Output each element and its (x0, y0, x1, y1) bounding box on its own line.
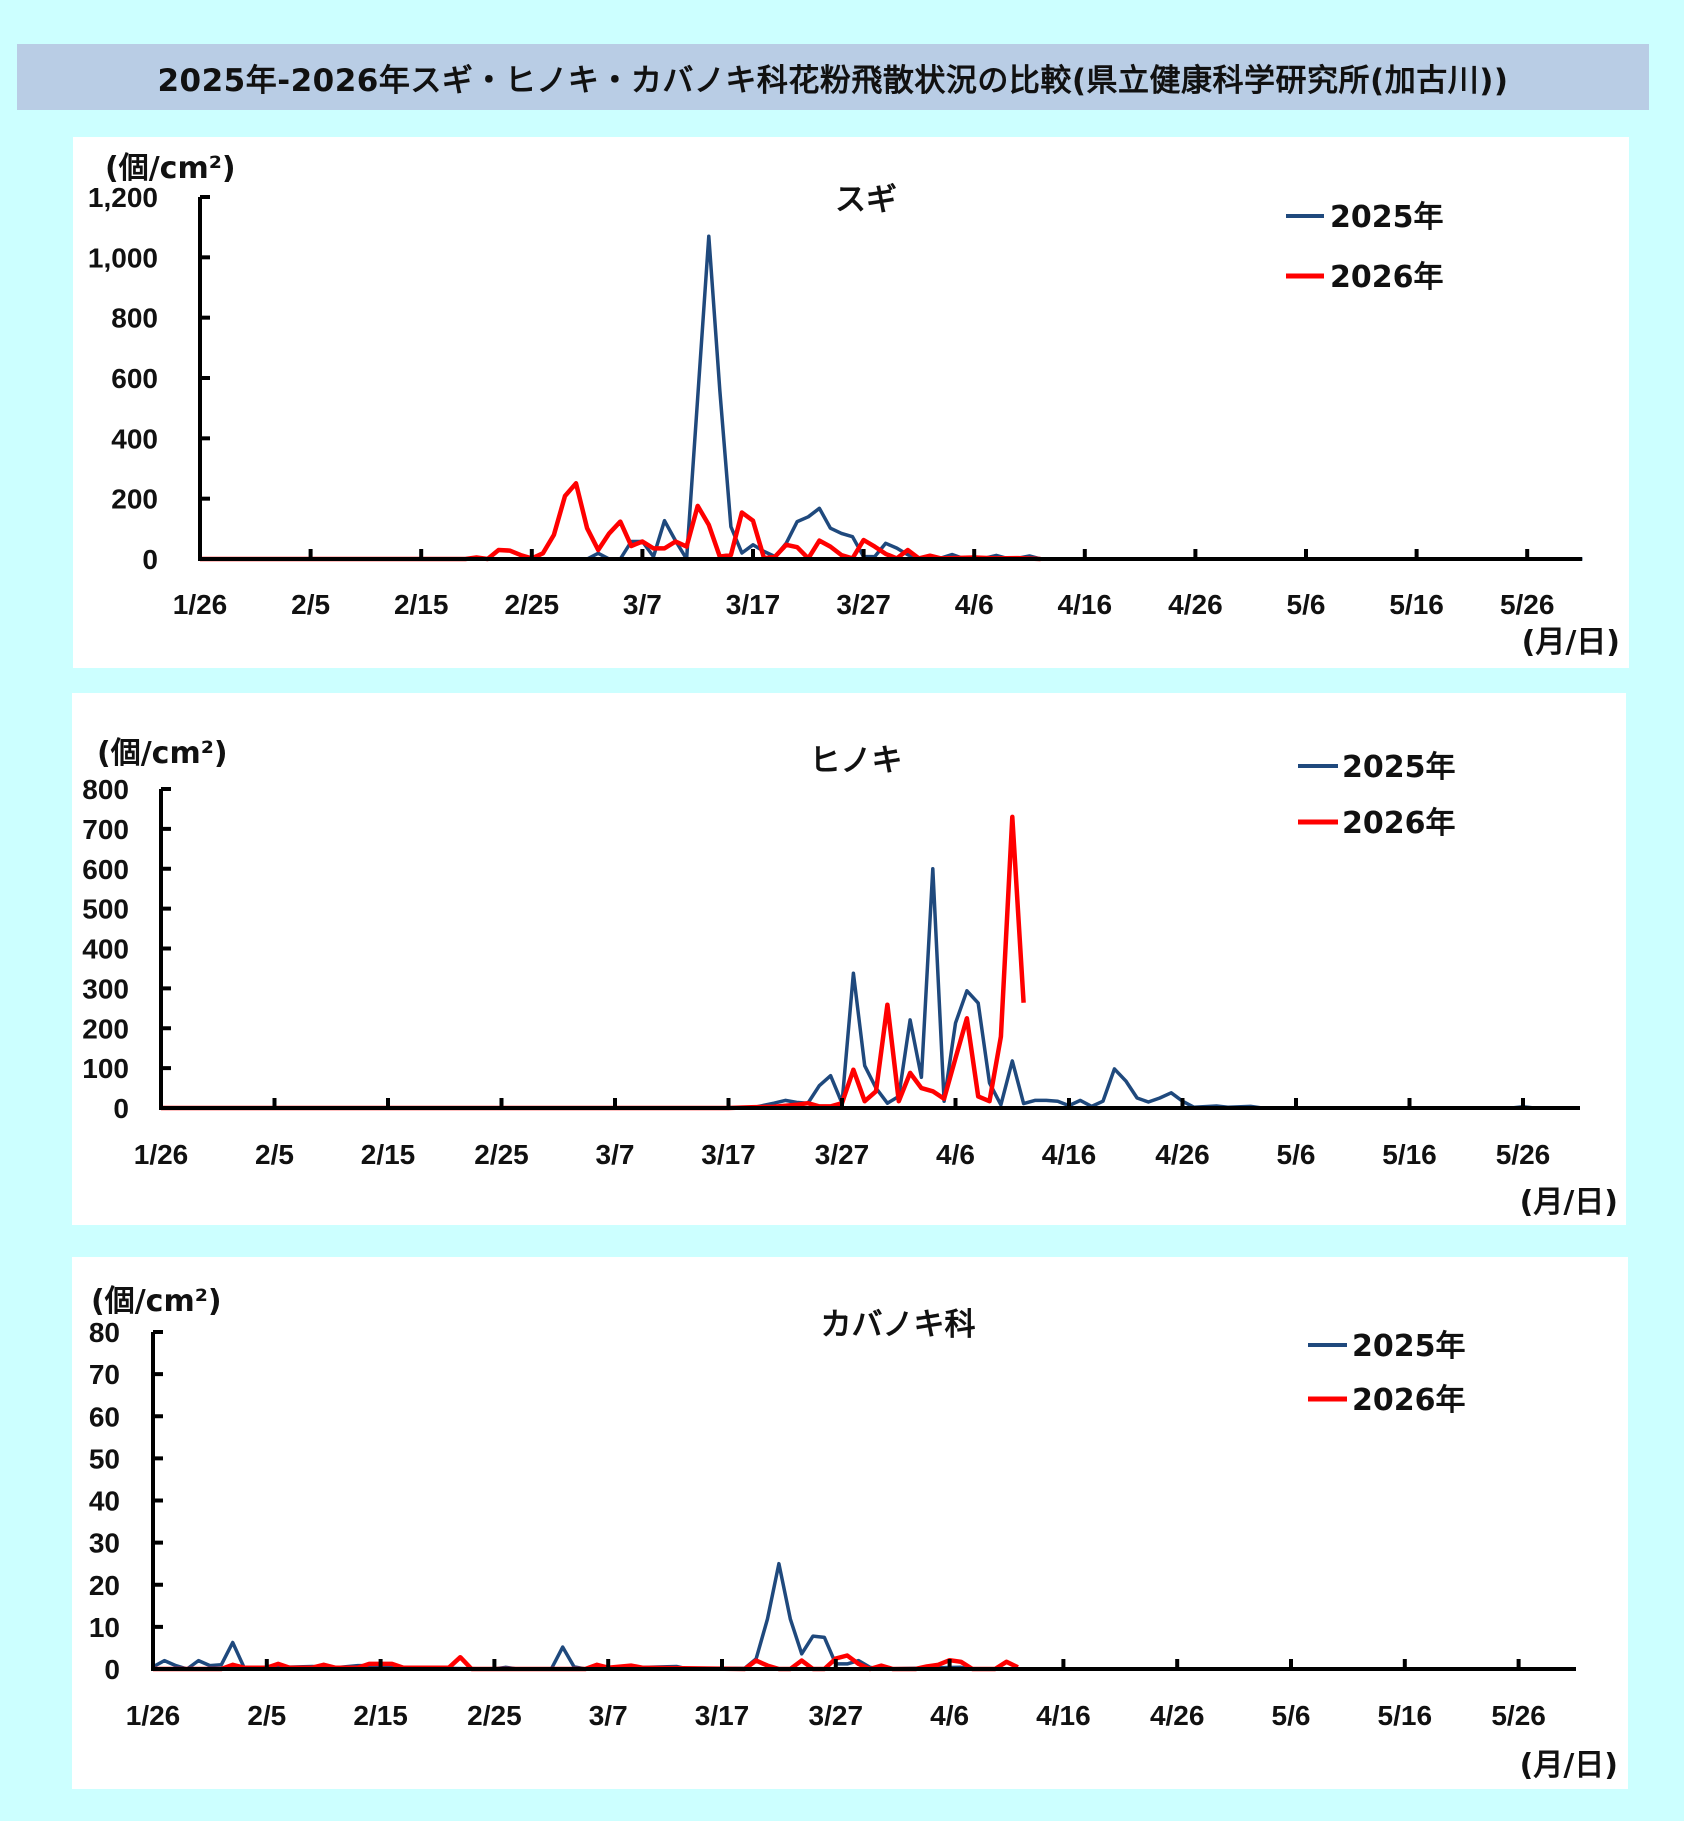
chart-title: カバノキ科 (821, 1307, 976, 1343)
page-title-bar: 2025年-2026年スギ・ヒノキ・カバノキ科花粉飛散状況の比較(県立健康科学研… (17, 44, 1649, 110)
series-line-2026年 (161, 814, 1026, 1111)
y-tick-label: 100 (82, 1053, 129, 1084)
y-tick-label: 200 (82, 1013, 129, 1044)
legend-label: 2026年 (1330, 260, 1444, 295)
y-tick-label: 200 (111, 484, 158, 515)
x-tick-label: 3/7 (589, 1700, 628, 1731)
y-tick-label: 30 (89, 1528, 120, 1559)
x-tick-label: 2/15 (353, 1700, 408, 1731)
chart-1: 0 200 400 600 800 1,000 1,200 1/26 2/5 2/15 2/25 3/… (73, 137, 1629, 668)
x-tick-label: 2/15 (394, 589, 449, 620)
x-tick-label: 1/26 (126, 1700, 181, 1731)
chart-title: スギ (835, 182, 897, 218)
y-tick-label: 70 (89, 1359, 120, 1390)
chart-panel (72, 693, 1626, 1225)
chart-panel (73, 137, 1629, 668)
x-tick-label: 2/15 (361, 1139, 416, 1170)
x-tick-label: 5/26 (1500, 589, 1555, 620)
y-axis-unit-label: (個/cm²) (97, 736, 228, 771)
x-tick-label: 4/6 (955, 589, 994, 620)
x-axis-unit-label: (月/日) (1520, 1748, 1618, 1783)
x-tick-label: 4/16 (1058, 589, 1113, 620)
page-title: 2025年-2026年スギ・ヒノキ・カバノキ科花粉飛散状況の比較(県立健康科学研… (157, 62, 1509, 99)
x-tick-label: 3/17 (701, 1139, 756, 1170)
x-tick-label: 4/26 (1155, 1139, 1210, 1170)
x-tick-label: 4/6 (930, 1700, 969, 1731)
y-tick-label: 0 (113, 1093, 129, 1124)
x-tick-label: 3/27 (836, 589, 891, 620)
y-tick-label: 80 (89, 1317, 120, 1348)
x-axis-unit-label: (月/日) (1520, 1185, 1618, 1220)
x-tick-label: 1/26 (173, 589, 228, 620)
y-tick-label: 300 (82, 973, 129, 1004)
x-tick-label: 5/26 (1496, 1139, 1551, 1170)
x-tick-label: 2/5 (255, 1139, 294, 1170)
x-tick-label: 5/6 (1272, 1700, 1311, 1731)
legend-label: 2026年 (1352, 1383, 1466, 1418)
x-tick-label: 2/5 (291, 589, 330, 620)
y-tick-label: 50 (89, 1443, 120, 1474)
x-tick-label: 4/16 (1036, 1700, 1091, 1731)
y-tick-label: 40 (89, 1486, 120, 1517)
series-line-2026年 (200, 481, 1041, 562)
x-tick-label: 3/7 (596, 1139, 635, 1170)
y-tick-label: 600 (82, 854, 129, 885)
x-tick-label: 4/26 (1150, 1700, 1205, 1731)
x-tick-label: 3/27 (809, 1700, 864, 1731)
y-tick-label: 10 (89, 1612, 120, 1643)
x-tick-label: 3/17 (695, 1700, 750, 1731)
y-tick-label: 400 (82, 934, 129, 965)
chart-2: 0 100 200 300 400 500 600 700 800 1/26 2/5 2/15 2/25… (72, 693, 1626, 1225)
x-tick-label: 3/7 (623, 589, 662, 620)
x-tick-label: 1/26 (134, 1139, 189, 1170)
x-tick-label: 4/6 (936, 1139, 975, 1170)
x-tick-label: 2/5 (247, 1700, 286, 1731)
legend-label: 2025年 (1352, 1329, 1466, 1364)
y-tick-label: 1,000 (88, 242, 158, 273)
x-tick-label: 5/26 (1491, 1700, 1546, 1731)
y-tick-label: 60 (89, 1401, 120, 1432)
legend: 2025年 2026年 (1286, 200, 1444, 295)
x-tick-label: 4/26 (1168, 589, 1223, 620)
y-tick-label: 800 (111, 303, 158, 334)
y-axis-unit-label: (個/cm²) (91, 1284, 222, 1319)
x-tick-label: 5/6 (1277, 1139, 1316, 1170)
y-tick-label: 0 (104, 1654, 120, 1685)
legend-label: 2026年 (1342, 806, 1456, 841)
chart-3: 0 10 20 30 40 50 60 70 80 1/26 2/5 2/15 2/25 3/7 3/17 3… (72, 1257, 1628, 1789)
x-tick-label: 5/16 (1378, 1700, 1433, 1731)
x-tick-label: 3/27 (815, 1139, 870, 1170)
y-tick-label: 0 (142, 544, 158, 575)
x-tick-label: 2/25 (474, 1139, 529, 1170)
legend: 2025年 2026年 (1298, 750, 1456, 841)
y-tick-label: 600 (111, 363, 158, 394)
y-tick-label: 500 (82, 894, 129, 925)
x-tick-label: 2/25 (505, 589, 560, 620)
x-tick-label: 4/16 (1042, 1139, 1097, 1170)
y-tick-label: 800 (82, 774, 129, 805)
legend-label: 2025年 (1342, 750, 1456, 785)
x-axis-unit-label: (月/日) (1522, 625, 1620, 660)
x-tick-label: 5/6 (1287, 589, 1326, 620)
y-tick-label: 700 (82, 814, 129, 845)
legend: 2025年 2026年 (1308, 1329, 1466, 1418)
y-tick-label: 20 (89, 1570, 120, 1601)
series-line-2025年 (152, 1561, 1576, 1671)
y-tick-label: 1,200 (88, 182, 158, 213)
x-tick-label: 5/16 (1382, 1139, 1437, 1170)
x-tick-label: 3/17 (726, 589, 781, 620)
x-tick-label: 5/16 (1389, 589, 1444, 620)
chart-panel (72, 1257, 1628, 1789)
x-tick-label: 2/25 (467, 1700, 522, 1731)
y-tick-label: 400 (111, 423, 158, 454)
legend-label: 2025年 (1330, 200, 1444, 235)
y-axis-unit-label: (個/cm²) (105, 151, 236, 186)
chart-title: ヒノキ (810, 743, 903, 779)
